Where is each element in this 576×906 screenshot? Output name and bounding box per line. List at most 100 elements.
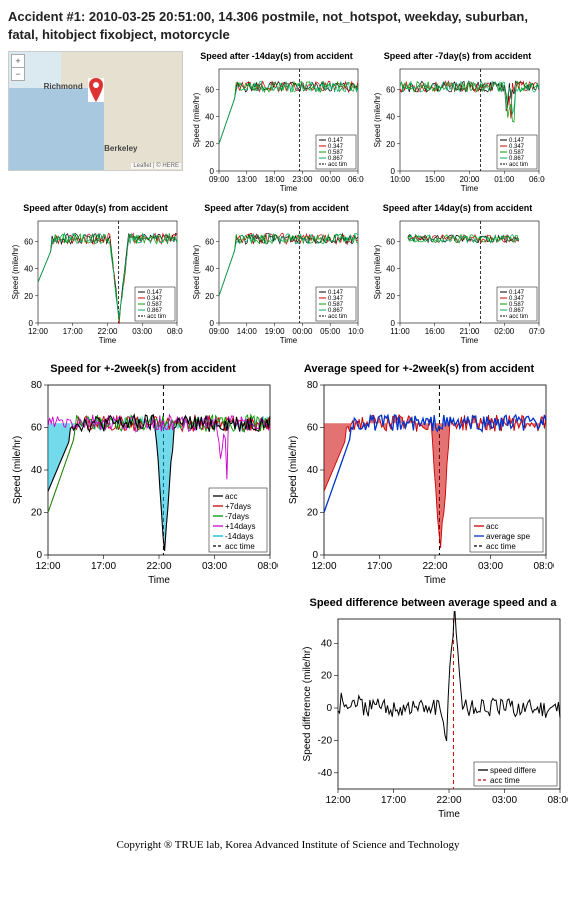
svg-text:Time: Time	[461, 184, 479, 193]
svg-text:acc time: acc time	[486, 542, 516, 551]
svg-text:40: 40	[321, 638, 333, 649]
svg-text:40: 40	[386, 113, 395, 122]
svg-text:10:00: 10:00	[390, 175, 411, 184]
svg-text:speed differe: speed differe	[490, 766, 537, 775]
svg-text:60: 60	[205, 85, 214, 94]
svg-text:40: 40	[386, 265, 395, 274]
svg-text:20:00: 20:00	[459, 175, 480, 184]
large-chart-avg-speed: Average speed for +-2week(s) from accide…	[284, 363, 554, 587]
footer-copyright: Copyright ® TRUE lab, Korea Advanced Ins…	[8, 839, 568, 851]
svg-text:20: 20	[386, 140, 395, 149]
svg-text:17:00: 17:00	[63, 327, 84, 336]
small-chart-1: Speed after -7day(s) from accident020406…	[370, 51, 545, 193]
svg-text:20: 20	[205, 292, 214, 301]
svg-text:60: 60	[24, 237, 33, 246]
svg-text:08:00: 08:00	[533, 561, 554, 572]
row-2: Speed after 0day(s) from accident0204060…	[8, 203, 568, 345]
svg-text:06:00: 06:00	[348, 175, 364, 184]
svg-text:15:00: 15:00	[425, 175, 446, 184]
large-chart-speed-diff: Speed difference between average speed a…	[298, 597, 568, 821]
map-label-berkeley: Berkeley	[104, 144, 137, 153]
row-4: Speed difference between average speed a…	[8, 597, 568, 821]
zoom-in-button[interactable]: +	[12, 55, 24, 67]
svg-text:01:00: 01:00	[494, 175, 515, 184]
svg-text:06:00: 06:00	[529, 175, 545, 184]
svg-text:20: 20	[205, 140, 214, 149]
svg-text:Speed difference (mile/hr): Speed difference (mile/hr)	[302, 647, 313, 762]
svg-text:Time: Time	[424, 575, 446, 586]
svg-text:-7days: -7days	[225, 512, 249, 521]
svg-text:00:00: 00:00	[292, 327, 313, 336]
svg-text:19:00: 19:00	[265, 327, 286, 336]
svg-text:0: 0	[326, 703, 332, 714]
page-title: Accident #1: 2010-03-25 20:51:00, 14.306…	[8, 8, 568, 43]
svg-text:-40: -40	[318, 768, 333, 779]
svg-text:acc tim: acc tim	[328, 314, 347, 320]
map-attribution: Leaflet | © HERE	[131, 163, 181, 169]
svg-text:17:00: 17:00	[367, 561, 392, 572]
svg-text:Speed (mile/hr): Speed (mile/hr)	[11, 244, 20, 299]
small-chart-4: Speed after 14day(s) from accident020406…	[370, 203, 545, 345]
svg-text:03:00: 03:00	[132, 327, 153, 336]
row-1: + − Richmond Berkeley Leaflet | © HERE S…	[8, 51, 568, 193]
svg-text:22:00: 22:00	[422, 561, 447, 572]
svg-text:acc: acc	[486, 522, 498, 531]
svg-text:12:00: 12:00	[35, 561, 60, 572]
svg-text:Time: Time	[148, 575, 170, 586]
svg-text:20: 20	[24, 292, 33, 301]
svg-text:Speed (mile/hr): Speed (mile/hr)	[192, 244, 201, 299]
svg-text:14:00: 14:00	[237, 327, 258, 336]
svg-text:60: 60	[386, 85, 395, 94]
zoom-out-button[interactable]: −	[12, 67, 24, 80]
map-panel[interactable]: + − Richmond Berkeley Leaflet | © HERE	[8, 51, 183, 171]
svg-text:13:00: 13:00	[237, 175, 258, 184]
svg-text:17:00: 17:00	[91, 561, 116, 572]
svg-text:acc tim: acc tim	[147, 314, 166, 320]
svg-text:80: 80	[307, 380, 319, 391]
svg-text:acc tim: acc tim	[509, 162, 528, 168]
svg-text:0: 0	[36, 550, 42, 561]
svg-text:40: 40	[24, 265, 33, 274]
svg-text:03:00: 03:00	[492, 795, 517, 806]
map-label-richmond: Richmond	[44, 82, 83, 91]
svg-text:16:00: 16:00	[425, 327, 446, 336]
svg-text:07:00: 07:00	[529, 327, 545, 336]
svg-text:09:00: 09:00	[209, 175, 230, 184]
svg-text:80: 80	[31, 380, 43, 391]
svg-text:05:00: 05:00	[320, 327, 341, 336]
svg-text:20: 20	[307, 508, 319, 519]
svg-text:Time: Time	[280, 336, 298, 345]
svg-text:acc: acc	[225, 492, 237, 501]
svg-text:acc time: acc time	[225, 542, 255, 551]
svg-text:acc tim: acc tim	[328, 162, 347, 168]
row-3: Speed for +-2week(s) from accident020406…	[8, 363, 568, 587]
svg-text:12:00: 12:00	[28, 327, 49, 336]
map-pin-icon	[88, 78, 104, 102]
svg-text:+14days: +14days	[225, 522, 255, 531]
svg-text:acc time: acc time	[490, 776, 520, 785]
svg-text:20: 20	[321, 671, 333, 682]
svg-text:-20: -20	[318, 736, 333, 747]
svg-text:23:00: 23:00	[292, 175, 313, 184]
svg-text:40: 40	[205, 113, 214, 122]
svg-text:acc tim: acc tim	[509, 314, 528, 320]
svg-text:03:00: 03:00	[202, 561, 227, 572]
svg-text:0: 0	[312, 550, 318, 561]
svg-text:00:00: 00:00	[320, 175, 341, 184]
svg-text:20: 20	[386, 292, 395, 301]
svg-text:40: 40	[31, 465, 43, 476]
svg-text:21:00: 21:00	[459, 327, 480, 336]
small-chart-2: Speed after 0day(s) from accident0204060…	[8, 203, 183, 345]
svg-text:20: 20	[31, 508, 43, 519]
svg-text:12:00: 12:00	[311, 561, 336, 572]
svg-text:02:00: 02:00	[494, 327, 515, 336]
svg-text:40: 40	[205, 265, 214, 274]
map-zoom-controls[interactable]: + −	[11, 54, 25, 81]
svg-text:22:00: 22:00	[436, 795, 461, 806]
svg-text:08:00: 08:00	[167, 327, 183, 336]
svg-text:Speed (mile/hr): Speed (mile/hr)	[288, 436, 299, 504]
large-chart-speed-multi: Speed for +-2week(s) from accident020406…	[8, 363, 278, 587]
svg-text:10:00: 10:00	[348, 327, 364, 336]
svg-text:-14days: -14days	[225, 532, 253, 541]
svg-text:11:00: 11:00	[390, 327, 410, 336]
